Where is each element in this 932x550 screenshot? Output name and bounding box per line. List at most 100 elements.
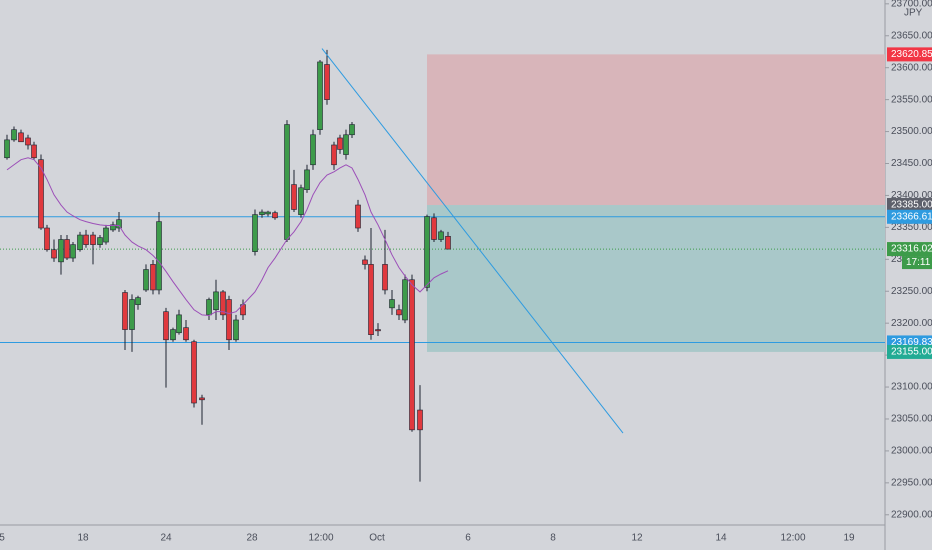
candle-body — [304, 169, 310, 190]
y-tick-label: 23000.00 — [891, 446, 932, 457]
y-tick-label: 23250.00 — [891, 286, 932, 297]
candle-body — [83, 234, 89, 245]
candle-body — [135, 297, 141, 305]
x-tick-label: 24 — [160, 533, 172, 544]
candle-body — [362, 259, 368, 265]
x-tick-label: Oct — [369, 533, 385, 544]
candle-body — [213, 291, 219, 311]
x-tick-label: 12 — [631, 533, 643, 544]
y-tick-label: 23200.00 — [891, 318, 932, 329]
candle-body — [310, 134, 316, 166]
candle-body — [438, 231, 444, 240]
price-badge — [887, 47, 932, 62]
candle-body — [431, 217, 437, 240]
candle-body — [163, 311, 169, 341]
y-tick-label: 22950.00 — [891, 477, 932, 488]
x-tick-label: 6 — [465, 533, 471, 544]
price-badge-label: 23366.61 — [891, 211, 932, 222]
price-badge-label: 23169.83 — [891, 337, 932, 348]
candle-body — [417, 409, 423, 431]
y-tick-label: 23700.00 — [891, 0, 932, 9]
candle-body — [226, 299, 232, 341]
candle-body — [156, 221, 162, 291]
candle-body — [375, 329, 381, 332]
candle-body — [38, 159, 44, 229]
price-badge — [887, 344, 932, 359]
candle-body — [331, 144, 337, 166]
candle-body — [58, 239, 64, 263]
candle-body — [97, 237, 103, 245]
candle-body — [368, 264, 374, 335]
candle-body — [51, 249, 57, 259]
price-badge-label: 23620.85 — [891, 49, 932, 60]
candle-body — [150, 264, 156, 291]
target-zone — [427, 54, 885, 206]
candle-body — [183, 327, 189, 341]
y-tick-label: 23100.00 — [891, 382, 932, 393]
price-badge — [887, 209, 932, 224]
candle-body — [199, 397, 205, 401]
candle-body — [116, 219, 122, 229]
candle-body — [424, 216, 430, 288]
candle-body — [252, 214, 258, 252]
price-badge-label: 23155.00 — [891, 347, 932, 358]
candle-body — [64, 239, 70, 259]
candle-body — [103, 227, 109, 243]
candle-body — [317, 61, 323, 130]
price-badge — [887, 242, 932, 257]
candle-body — [349, 124, 355, 136]
x-tick-label: 28 — [246, 533, 258, 544]
candle-body — [343, 134, 349, 155]
candle-body — [129, 299, 135, 330]
candle-body — [18, 132, 24, 143]
price-badge-label: 23316.02 — [891, 244, 932, 255]
candle-body — [389, 299, 395, 309]
y-tick-label: 23450.00 — [891, 158, 932, 169]
candle-body — [382, 264, 388, 291]
candle-body — [70, 244, 76, 259]
candle-body — [77, 234, 83, 251]
candle-body — [402, 279, 408, 321]
candle-body — [191, 341, 197, 404]
candle-body — [25, 137, 31, 146]
x-tick-label: 12:00 — [780, 533, 805, 544]
y-tick-label: 23600.00 — [891, 62, 932, 73]
candle-body — [265, 211, 271, 215]
x-tick-label: 14 — [715, 533, 727, 544]
price-badge-label: 23385.00 — [891, 200, 932, 211]
y-tick-label: 23500.00 — [891, 126, 932, 137]
candle-body — [220, 291, 226, 316]
candle-body — [44, 227, 50, 251]
candle-body — [31, 144, 37, 159]
candle-body — [298, 187, 304, 215]
candle-body — [176, 314, 182, 334]
candle-body — [284, 124, 290, 240]
candle-body — [143, 269, 149, 291]
candle-body — [355, 204, 361, 229]
candle-body — [324, 64, 330, 100]
candle-body — [170, 329, 176, 341]
countdown-badge — [902, 256, 932, 270]
stop-zone — [427, 205, 885, 352]
candle-body — [110, 224, 116, 231]
x-tick-label: 8 — [550, 533, 556, 544]
moving-average — [6, 157, 449, 317]
price-badge — [887, 198, 932, 213]
y-tick-label: 23050.00 — [891, 414, 932, 425]
candle-body — [291, 184, 297, 210]
candle-body — [409, 279, 415, 431]
candle-body — [272, 212, 278, 219]
candle-body — [122, 292, 128, 330]
candle-body — [337, 137, 343, 150]
countdown-label: 17:11 — [906, 257, 931, 268]
candle-body — [90, 234, 96, 245]
x-tick-label: 5 — [0, 533, 5, 544]
y-tick-label: 23400.00 — [891, 190, 932, 201]
x-tick-label: 18 — [77, 533, 89, 544]
x-tick-label: 19 — [843, 533, 855, 544]
y-tick-label: 23550.00 — [891, 94, 932, 105]
candle-body — [233, 319, 239, 341]
y-tick-label: 22900.00 — [891, 509, 932, 520]
